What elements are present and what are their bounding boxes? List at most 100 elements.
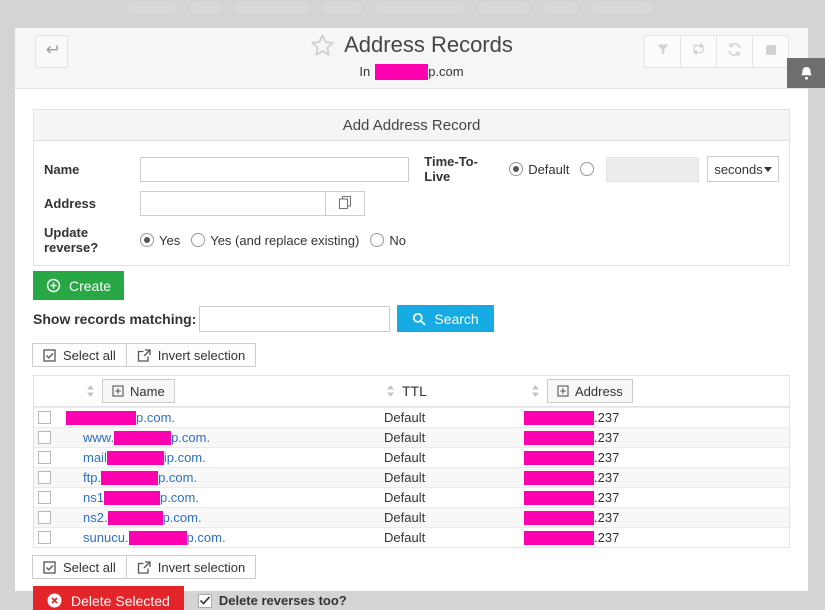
delete-row: Delete Selected Delete reverses too? (33, 586, 790, 610)
address-suffix: .237 (594, 510, 620, 525)
address-suffix: .237 (594, 490, 620, 505)
table-row: mail ip.com. Default .237 (34, 447, 789, 467)
ttl-unit-select[interactable]: seconds (707, 156, 779, 182)
record-address: .237 (521, 450, 789, 465)
sort-name-icon[interactable] (86, 384, 95, 398)
search-input[interactable] (199, 305, 391, 332)
name-input[interactable] (140, 156, 410, 182)
redacted-name (101, 471, 159, 485)
address-suffix: .237 (594, 450, 620, 465)
table-row: ftp. p.com. Default .237 (34, 467, 789, 487)
update-reverse-label: Update reverse? (44, 225, 99, 255)
redacted-address (524, 471, 594, 485)
redacted-address (524, 491, 594, 505)
row-checkbox[interactable] (38, 491, 51, 504)
record-suffix: p.com. (159, 490, 199, 505)
redacted-name (103, 491, 160, 505)
table-row: ns2. p.com. Default .237 (34, 507, 789, 527)
zone-subtitle: In p.com (15, 63, 808, 80)
name-column-button[interactable]: Name (102, 379, 175, 403)
filter-funnel-icon (656, 43, 670, 61)
record-ttl: Default (384, 450, 426, 465)
address-label: Address (44, 196, 97, 211)
search-icon (412, 312, 426, 326)
sort-ttl-icon[interactable] (386, 384, 395, 398)
page-title: Address Records (344, 32, 513, 57)
refresh-button[interactable] (716, 35, 753, 68)
address-suffix: .237 (594, 410, 620, 425)
record-link[interactable]: p.com. (66, 410, 175, 425)
record-ttl: Default (384, 410, 426, 425)
address-input[interactable] (140, 191, 326, 216)
row-checkbox[interactable] (38, 531, 51, 544)
notifications-tab[interactable] (787, 58, 825, 88)
stop-button[interactable] (752, 35, 789, 68)
sort-address-icon[interactable] (531, 384, 540, 398)
record-prefix: ftp. (83, 470, 102, 485)
repeat-button[interactable] (680, 35, 717, 68)
delete-reverses-checkbox[interactable] (197, 593, 212, 608)
update-reverse-yes-radio[interactable] (140, 233, 154, 247)
table-row: ns1 p.com. Default .237 (34, 487, 789, 507)
record-address: .237 (521, 410, 789, 425)
row-checkbox[interactable] (38, 511, 51, 524)
plus-square-icon (557, 385, 569, 397)
add-panel-title: Add Address Record (34, 110, 789, 141)
redacted-address (524, 531, 594, 545)
record-address: .237 (521, 510, 789, 525)
check-square-icon (43, 348, 56, 362)
address-column-button[interactable]: Address (547, 379, 633, 403)
delete-selected-button[interactable]: Delete Selected (33, 586, 184, 610)
invert-selection-button[interactable]: Invert selection (125, 555, 257, 579)
redacted-address (524, 431, 594, 445)
stop-square-icon (765, 43, 777, 61)
invert-selection-button[interactable]: Invert selection (125, 343, 257, 367)
create-button[interactable]: Create (33, 271, 125, 300)
name-column-label: Name (130, 383, 165, 399)
record-link[interactable]: mail ip.com. (83, 450, 206, 465)
search-button[interactable]: Search (397, 305, 494, 332)
redacted-name (107, 511, 163, 525)
select-all-button[interactable]: Select all (32, 343, 127, 367)
back-button[interactable] (35, 35, 68, 68)
show-matching-label: Show records matching: (33, 310, 197, 327)
record-link[interactable]: sunucu. p.com. (83, 530, 226, 545)
record-link[interactable]: ns2. p.com. (83, 510, 202, 525)
record-address: .237 (521, 430, 789, 445)
record-prefix: sunucu. (83, 530, 129, 545)
table-row: sunucu. p.com. Default .237 (34, 527, 789, 547)
delete-reverses-label: Delete reverses too? (218, 593, 347, 608)
update-reverse-replace-label: Yes (and replace existing) (210, 232, 360, 248)
filter-button[interactable] (644, 35, 681, 68)
records-table: Name TTL (33, 375, 790, 548)
favorite-star-icon[interactable] (310, 33, 335, 58)
name-label: Name (44, 161, 80, 177)
paste-address-button[interactable] (325, 191, 365, 216)
update-reverse-no-radio[interactable] (370, 233, 385, 247)
redacted-name (66, 411, 136, 425)
ttl-custom-input (606, 156, 700, 182)
ttl-default-label: Default (528, 161, 570, 177)
update-reverse-replace-radio[interactable] (191, 233, 206, 247)
row-checkbox[interactable] (38, 431, 51, 444)
select-all-button[interactable]: Select all (32, 555, 127, 579)
record-suffix: p.com. (186, 530, 226, 545)
record-link[interactable]: www. p.com. (83, 430, 210, 445)
chevron-down-icon (764, 166, 772, 172)
record-link[interactable]: ftp. p.com. (83, 470, 197, 485)
plus-circle-icon (46, 278, 61, 293)
record-link[interactable]: ns1 p.com. (83, 490, 199, 505)
record-prefix: www. (83, 430, 115, 445)
table-header: Name TTL (34, 376, 789, 407)
ttl-default-radio[interactable] (509, 162, 524, 176)
content: Add Address Record Name Time-To-Live Def… (15, 89, 808, 610)
record-suffix: ip.com. (163, 450, 206, 465)
row-checkbox[interactable] (38, 411, 51, 424)
redacted-zone-name (375, 63, 429, 80)
redacted-address (524, 451, 594, 465)
ttl-custom-radio[interactable] (580, 162, 595, 176)
row-checkbox[interactable] (38, 471, 51, 484)
row-checkbox[interactable] (38, 451, 51, 464)
record-prefix: ns2. (83, 510, 108, 525)
